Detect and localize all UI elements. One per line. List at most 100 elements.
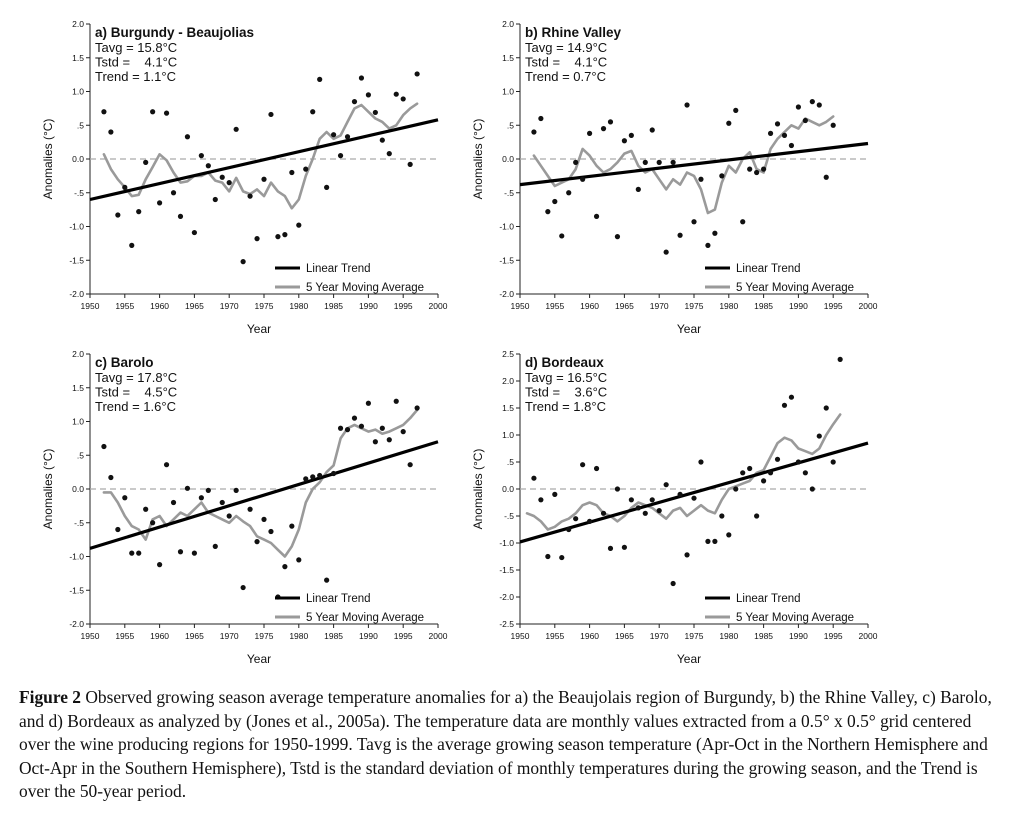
data-point [733, 107, 739, 113]
x-tick-label: 1995 [824, 301, 843, 311]
moving-average-line [525, 413, 842, 531]
y-axis-label: Anomalies (°C) [41, 449, 55, 530]
data-point [143, 159, 149, 165]
x-tick-label: 1980 [719, 631, 738, 641]
data-point [254, 539, 260, 545]
y-tick-label: 0.0 [72, 484, 84, 494]
data-point [593, 213, 600, 219]
data-point [205, 487, 211, 493]
data-point [552, 198, 558, 205]
x-tick-label: 1960 [150, 631, 169, 641]
y-tick-label: -1.5 [69, 255, 84, 265]
data-point [781, 402, 788, 408]
data-point [823, 174, 829, 180]
panel-stat: Trend = 1.8°C [525, 399, 606, 414]
y-tick-label: -.5 [74, 518, 84, 528]
data-point [733, 486, 739, 492]
data-point [795, 459, 801, 465]
data-point [698, 176, 704, 182]
x-tick-label: 1960 [150, 301, 169, 311]
data-point [545, 553, 551, 560]
data-point [233, 126, 239, 132]
y-tick-label: -1.5 [69, 585, 84, 595]
data-point [289, 169, 295, 176]
data-point [684, 102, 690, 108]
legend-trend-label: Linear Trend [306, 263, 371, 275]
panel-title: c) Barolo [95, 355, 154, 370]
data-point [386, 437, 392, 443]
panel-stat: Tavg = 17.8°C [95, 370, 177, 385]
moving-average-line [102, 102, 419, 210]
data-point [600, 126, 607, 132]
y-tick-label: -2.0 [499, 289, 514, 299]
x-tick-label: 1950 [81, 301, 100, 311]
data-point [351, 99, 358, 105]
data-point [115, 526, 121, 533]
data-point [358, 423, 365, 429]
legend-trend-label: Linear Trend [736, 593, 801, 605]
data-point [802, 470, 808, 476]
data-point [545, 209, 551, 215]
data-point [607, 545, 614, 551]
y-tick-label: 0.0 [72, 154, 84, 164]
x-tick-label: 1975 [255, 631, 274, 641]
data-point [198, 153, 204, 159]
data-point [268, 111, 274, 118]
data-point [157, 200, 163, 206]
data-point [379, 137, 385, 143]
linear-trend-line [519, 141, 869, 187]
data-point [317, 76, 323, 82]
y-tick-label: 2.5 [502, 349, 514, 359]
data-point [691, 219, 697, 225]
data-point [712, 538, 718, 544]
y-tick-label: -.5 [504, 188, 514, 198]
data-point [607, 119, 614, 125]
moving-average-line [102, 408, 419, 558]
data-point [747, 465, 753, 472]
y-tick-label: 2.0 [72, 349, 84, 359]
data-point [331, 470, 337, 477]
data-point [351, 415, 358, 421]
data-point [538, 497, 544, 503]
chart-rhine-valley: -2.0 -1.5 -1.0 -.5 0.0 .5 1.0 1.5 2.0 1950 1955 196… [471, 19, 878, 336]
data-point [115, 212, 121, 218]
data-point [205, 163, 211, 169]
data-point [184, 485, 191, 491]
y-tick-label: 2.0 [72, 19, 84, 29]
data-point [358, 75, 365, 81]
data-point [656, 508, 662, 514]
data-point [531, 129, 537, 135]
data-point [163, 110, 170, 116]
x-tick-label: 1950 [511, 631, 530, 641]
x-tick-label: 1995 [394, 631, 413, 641]
data-point [573, 516, 579, 522]
y-tick-label: 2.0 [502, 19, 514, 29]
data-point [740, 470, 746, 476]
data-point [656, 159, 662, 165]
y-tick-label: -2.5 [499, 619, 514, 629]
data-point [331, 132, 337, 138]
data-point [108, 129, 114, 135]
data-point [240, 584, 246, 591]
data-point [809, 486, 815, 492]
panel-stat: Tstd = 4.5°C [95, 385, 177, 400]
x-tick-label: 1975 [685, 301, 704, 311]
data-point [552, 491, 558, 497]
data-point [538, 115, 544, 122]
legend-trend-label: Linear Trend [736, 263, 801, 275]
panel-bordeaux: -2.5 -2.0 -1.5 -1.0 -.5 0.0 .5 1.0 1.5 2.0 2.5 1950… [460, 340, 890, 670]
data-point [580, 176, 586, 182]
panel-stat: Tstd = 3.6°C [525, 385, 607, 400]
x-tick-label: 1955 [545, 631, 564, 641]
y-tick-label: -.5 [504, 511, 514, 521]
x-tick-label: 1980 [289, 301, 308, 311]
x-tick-label: 1970 [220, 301, 239, 311]
data-point [296, 222, 302, 228]
data-point [275, 234, 281, 240]
y-tick-label: -1.0 [499, 222, 514, 232]
x-tick-label: 1975 [685, 631, 704, 641]
x-tick-label: 1980 [289, 631, 308, 641]
data-point [635, 186, 641, 192]
data-point [698, 459, 704, 465]
data-point [226, 513, 232, 519]
